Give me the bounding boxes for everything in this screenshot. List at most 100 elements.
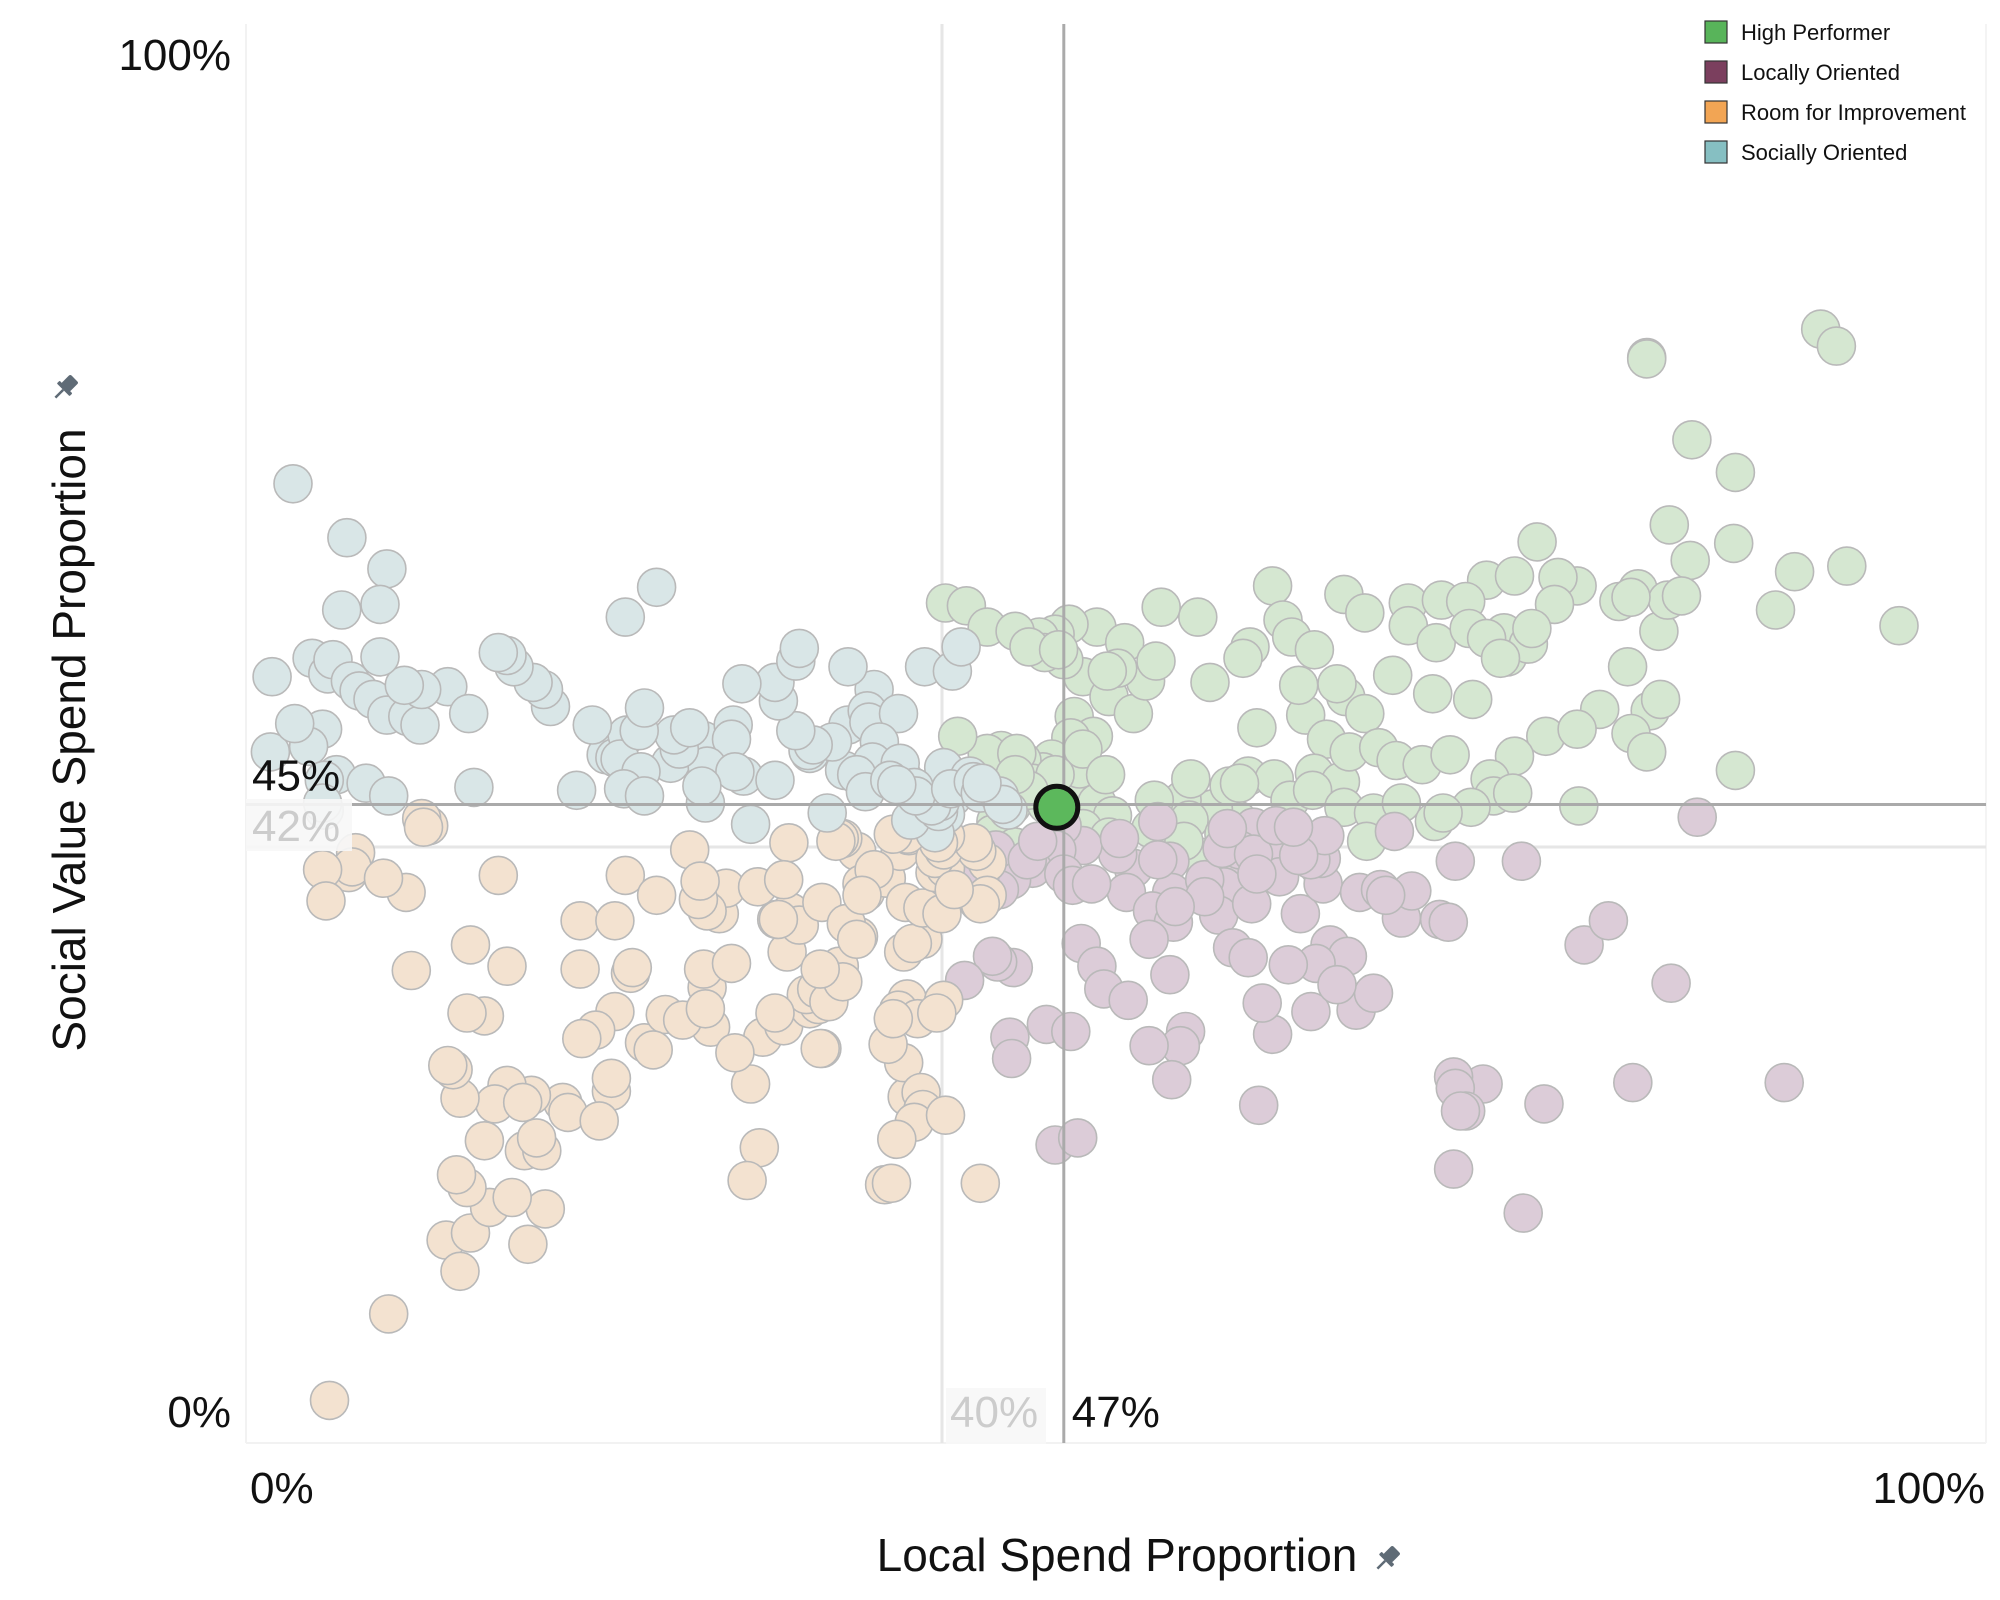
data-point bbox=[1661, 576, 1702, 616]
highlight-point bbox=[1033, 783, 1081, 831]
data-point bbox=[1038, 629, 1079, 670]
data-point bbox=[1087, 651, 1128, 691]
series-high-performer bbox=[925, 309, 1919, 879]
data-point bbox=[1017, 821, 1058, 862]
legend-swatch bbox=[1704, 140, 1728, 164]
x-tick-min-label: 0% bbox=[250, 1464, 314, 1513]
data-point bbox=[1129, 919, 1169, 960]
y-axis-pin-icon[interactable] bbox=[49, 372, 81, 404]
data-point bbox=[680, 861, 720, 901]
data-point bbox=[561, 1018, 602, 1059]
data-point bbox=[916, 993, 957, 1033]
data-point bbox=[1433, 1149, 1474, 1189]
data-point bbox=[1345, 693, 1385, 734]
data-point bbox=[669, 707, 710, 748]
data-point bbox=[800, 949, 841, 989]
legend-label: Socially Oriented bbox=[1741, 140, 1907, 165]
data-point bbox=[1440, 1091, 1481, 1131]
data-point bbox=[800, 1028, 841, 1069]
chart-frame bbox=[245, 24, 1987, 1444]
data-point bbox=[1588, 900, 1629, 941]
data-point bbox=[1827, 546, 1867, 586]
data-point bbox=[779, 628, 820, 669]
data-point bbox=[516, 1118, 557, 1158]
data-point bbox=[384, 665, 425, 706]
data-point bbox=[934, 869, 975, 910]
data-point bbox=[1607, 646, 1648, 687]
data-point bbox=[1207, 808, 1248, 849]
data-point bbox=[400, 705, 440, 745]
data-point bbox=[1268, 944, 1309, 985]
data-point bbox=[1501, 841, 1542, 882]
data-point bbox=[1755, 590, 1796, 630]
data-point bbox=[730, 1064, 771, 1104]
data-point bbox=[360, 637, 400, 677]
data-point bbox=[1816, 326, 1857, 366]
x-axis-pin-icon[interactable] bbox=[1371, 1543, 1403, 1575]
data-point bbox=[1452, 679, 1493, 720]
legend-label: Locally Oriented bbox=[1741, 60, 1900, 85]
data-point bbox=[1412, 673, 1453, 714]
data-point bbox=[1374, 811, 1415, 852]
data-point bbox=[1372, 655, 1413, 696]
data-point bbox=[755, 993, 795, 1033]
legend-swatch bbox=[1704, 60, 1728, 84]
x-axis-title: Local Spend Proportion bbox=[877, 1529, 1358, 1581]
data-point bbox=[1138, 801, 1178, 842]
data-point bbox=[925, 1095, 966, 1135]
data-point bbox=[1416, 622, 1456, 663]
data-points bbox=[250, 309, 1919, 1421]
data-point bbox=[763, 859, 804, 900]
data-point bbox=[1492, 773, 1533, 813]
data-point bbox=[605, 855, 646, 896]
data-point bbox=[892, 923, 933, 964]
data-point bbox=[321, 590, 362, 630]
data-point bbox=[769, 822, 809, 863]
data-point bbox=[1291, 991, 1331, 1032]
data-point bbox=[1715, 750, 1756, 791]
data-point bbox=[1273, 807, 1314, 848]
data-point bbox=[962, 763, 1002, 804]
legend-item-room-for-improvement: Room for Improvement bbox=[1704, 100, 1966, 125]
data-point bbox=[1626, 732, 1667, 772]
x-tick-max-label: 100% bbox=[1872, 1464, 1985, 1513]
data-point bbox=[436, 1155, 477, 1195]
data-point bbox=[525, 1189, 566, 1229]
legend-item-locally-oriented: Locally Oriented bbox=[1704, 60, 1900, 85]
data-point bbox=[722, 663, 762, 704]
data-point bbox=[1672, 419, 1712, 460]
data-point bbox=[363, 858, 404, 899]
data-point bbox=[807, 793, 848, 833]
data-point bbox=[873, 998, 914, 1039]
data-point bbox=[1345, 593, 1385, 633]
data-point bbox=[454, 767, 494, 808]
data-point bbox=[1879, 605, 1919, 646]
data-point bbox=[1715, 452, 1756, 493]
data-point bbox=[1237, 707, 1277, 748]
data-point bbox=[464, 1121, 505, 1161]
data-point bbox=[727, 1160, 767, 1201]
y-tick-min-label: 0% bbox=[167, 1388, 231, 1437]
legend-item-high-performer: High Performer bbox=[1704, 20, 1890, 45]
data-point bbox=[368, 1294, 409, 1334]
data-point bbox=[1190, 662, 1230, 703]
data-point bbox=[1713, 523, 1754, 564]
data-point bbox=[685, 988, 726, 1029]
data-point bbox=[306, 881, 346, 921]
current-x-threshold-label: 47% bbox=[1072, 1388, 1160, 1437]
data-point bbox=[624, 776, 665, 816]
data-point bbox=[1138, 839, 1178, 880]
data-point bbox=[252, 656, 292, 697]
data-point bbox=[1228, 937, 1268, 978]
data-point bbox=[579, 1101, 620, 1141]
previous-y-threshold-label: 42% bbox=[252, 802, 340, 851]
data-point bbox=[1108, 980, 1148, 1021]
data-point bbox=[876, 764, 917, 805]
data-point bbox=[309, 1380, 350, 1421]
data-point bbox=[972, 936, 1013, 977]
data-point bbox=[605, 597, 646, 637]
data-point bbox=[960, 1163, 1001, 1204]
data-point bbox=[871, 1163, 912, 1204]
data-point bbox=[1051, 1011, 1091, 1052]
